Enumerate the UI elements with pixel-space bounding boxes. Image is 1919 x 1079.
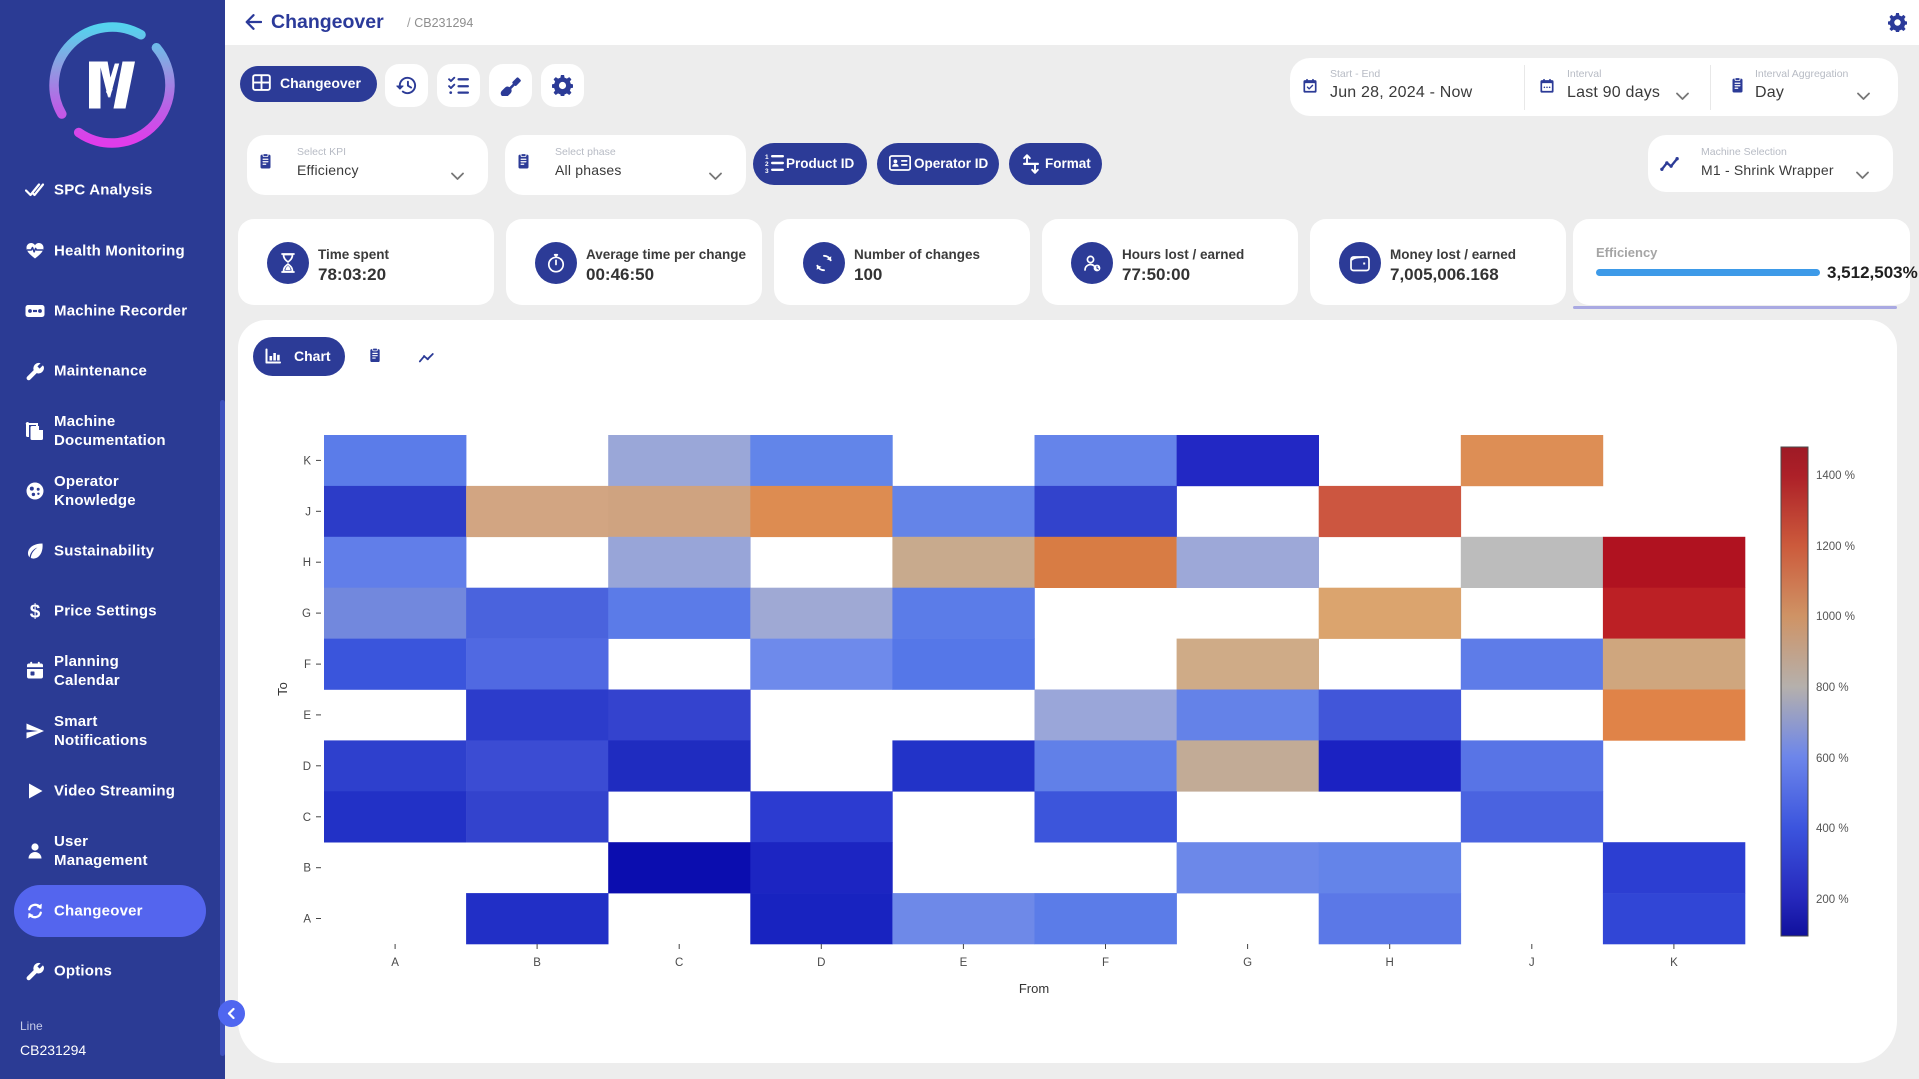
svg-text:A: A	[303, 914, 311, 926]
svg-text:1000 %: 1000 %	[1816, 611, 1855, 623]
svg-text:E: E	[960, 957, 968, 969]
svg-text:600 %: 600 %	[1816, 753, 1849, 765]
svg-text:G: G	[302, 608, 311, 620]
svg-text:F: F	[304, 659, 311, 671]
svg-text:K: K	[303, 455, 311, 467]
svg-text:F: F	[1102, 957, 1109, 969]
svg-text:H: H	[303, 557, 311, 569]
svg-text:D: D	[303, 761, 311, 773]
svg-text:G: G	[1243, 957, 1252, 969]
svg-text:1: 1	[765, 154, 769, 161]
svg-text:800 %: 800 %	[1816, 682, 1849, 694]
svg-text:B: B	[303, 863, 311, 875]
svg-text:From: From	[1019, 981, 1049, 996]
svg-text:3: 3	[765, 168, 769, 174]
svg-text:H: H	[1386, 957, 1394, 969]
svg-text:A: A	[391, 957, 399, 969]
svg-text:C: C	[675, 957, 683, 969]
svg-text:C: C	[303, 812, 311, 824]
svg-text:D: D	[817, 957, 825, 969]
svg-text:2: 2	[765, 161, 769, 168]
svg-text:J: J	[305, 506, 311, 518]
svg-text:200 %: 200 %	[1816, 894, 1849, 906]
svg-text:E: E	[303, 710, 311, 722]
svg-text:K: K	[1670, 957, 1678, 969]
svg-text:1400 %: 1400 %	[1816, 470, 1855, 482]
svg-text:1200 %: 1200 %	[1816, 541, 1855, 553]
svg-text:$: $	[30, 602, 41, 622]
svg-text:B: B	[533, 957, 541, 969]
svg-text:J: J	[1529, 957, 1535, 969]
svg-text:To: To	[275, 682, 290, 696]
svg-text:400 %: 400 %	[1816, 823, 1849, 835]
